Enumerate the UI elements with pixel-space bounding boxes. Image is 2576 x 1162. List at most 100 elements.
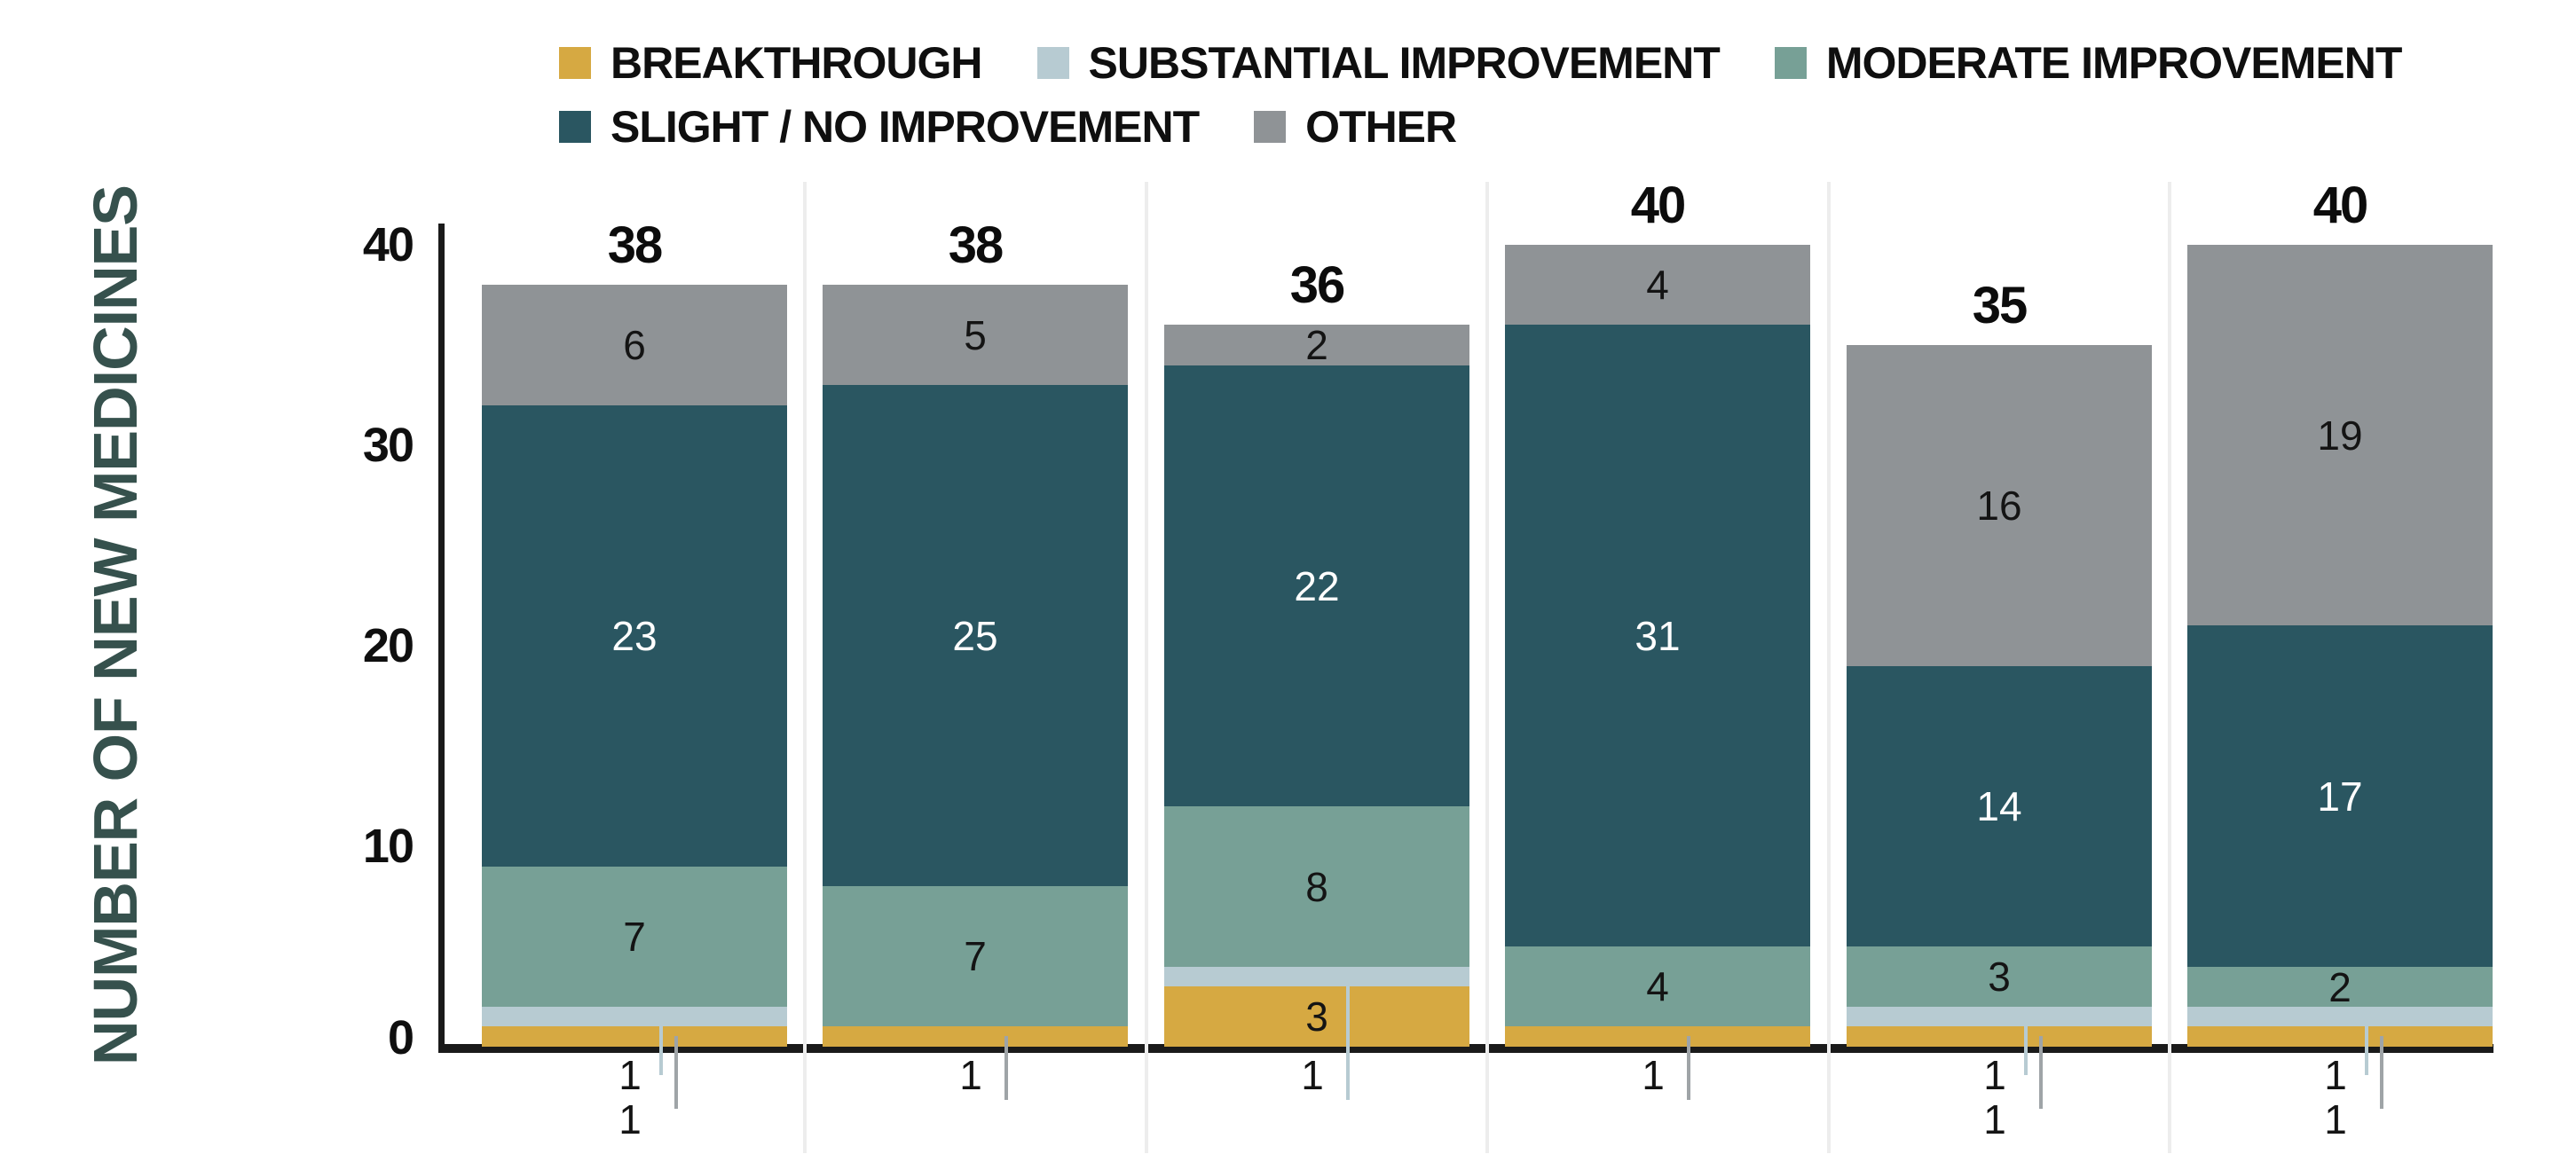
segment-value-label: 25 xyxy=(952,612,998,659)
x-axis-line xyxy=(438,1044,2493,1053)
segment-value-label: 2 xyxy=(2328,963,2351,1010)
segment-value-label: 2 xyxy=(1305,322,1328,368)
segment-value-label: 3 xyxy=(1988,954,2011,1000)
leader-line-breakthrough xyxy=(674,1036,678,1109)
segment-moderate-improvement: 7 xyxy=(482,867,787,1007)
y-tick-10: 10 xyxy=(362,820,414,873)
segment-substantial-improvement xyxy=(2187,1007,2493,1026)
bar-separator xyxy=(1145,182,1148,1153)
segment-value-label: 7 xyxy=(623,914,646,960)
callout-label-substantial: 1 xyxy=(1983,1052,2006,1098)
legend-item-moderate-improvement: MODERATE IMPROVEMENT xyxy=(1774,37,2403,89)
segment-value-label: 4 xyxy=(1646,963,1669,1009)
callout-label-substantial: 1 xyxy=(618,1052,642,1098)
bar-total-label: 38 xyxy=(607,216,664,274)
segment-slight-no-improvement: 22 xyxy=(1164,365,1469,806)
legend-swatch-icon xyxy=(559,47,591,79)
legend-label: OTHER xyxy=(1305,102,1457,152)
segment-value-label: 4 xyxy=(1646,262,1669,308)
y-tick-40: 40 xyxy=(362,218,414,271)
segment-moderate-improvement: 8 xyxy=(1164,806,1469,967)
segment-value-label: 17 xyxy=(2317,773,2363,820)
leader-line-breakthrough xyxy=(1687,1036,1690,1100)
segment-slight-no-improvement: 17 xyxy=(2187,625,2493,967)
legend-label: SLIGHT / NO IMPROVEMENT xyxy=(611,102,1200,152)
callout-label-breakthrough: 1 xyxy=(618,1096,642,1142)
segment-moderate-improvement: 3 xyxy=(1847,946,2152,1007)
segment-other: 5 xyxy=(823,285,1128,385)
bar-separator xyxy=(803,182,807,1153)
legend-swatch-icon xyxy=(1254,111,1287,143)
segment-value-label: 8 xyxy=(1305,863,1328,910)
segment-slight-no-improvement: 14 xyxy=(1847,666,2152,946)
segment-breakthrough: 3 xyxy=(1164,986,1469,1047)
segment-value-label: 14 xyxy=(1976,783,2022,829)
chart-legend: BREAKTHROUGH SUBSTANTIAL IMPROVEMENT MODER… xyxy=(559,35,2403,154)
segment-breakthrough xyxy=(1505,1026,1810,1047)
bar-separator xyxy=(1827,182,1831,1153)
bar-total-label: 38 xyxy=(948,216,1004,274)
legend-item-substantial-improvement: SUBSTANTIAL IMPROVEMENT xyxy=(1036,37,1721,89)
segment-value-label: 23 xyxy=(611,613,658,659)
segment-substantial-improvement xyxy=(1164,967,1469,986)
legend-label: BREAKTHROUGH xyxy=(611,38,983,88)
segment-value-label: 5 xyxy=(964,311,987,358)
segment-substantial-improvement xyxy=(1847,1007,2152,1026)
segment-breakthrough xyxy=(1847,1026,2152,1047)
leader-line-breakthrough xyxy=(2039,1036,2043,1109)
leader-line-substantial xyxy=(2024,1026,2028,1075)
leader-line-breakthrough xyxy=(1004,1036,1008,1100)
callout-label-substantial: 1 xyxy=(1301,1052,1324,1098)
y-tick-0: 0 xyxy=(387,1011,414,1064)
segment-other: 4 xyxy=(1505,245,1810,325)
bar-separator xyxy=(2168,182,2171,1153)
segment-moderate-improvement: 7 xyxy=(823,886,1128,1026)
bar-total-label: 40 xyxy=(1630,177,1687,234)
bar-separator xyxy=(1485,182,1489,1153)
y-tick-30: 30 xyxy=(362,419,414,472)
legend-swatch-icon xyxy=(559,111,591,143)
segment-value-label: 3 xyxy=(1305,993,1328,1040)
callout-label-substantial: 1 xyxy=(2324,1052,2347,1098)
legend-item-breakthrough: BREAKTHROUGH xyxy=(559,37,983,89)
leader-line-substantial xyxy=(2365,1026,2368,1075)
segment-moderate-improvement: 4 xyxy=(1505,946,1810,1026)
segment-value-label: 19 xyxy=(2317,412,2363,459)
segment-value-label: 16 xyxy=(1976,483,2022,529)
segment-slight-no-improvement: 31 xyxy=(1505,325,1810,946)
segment-other: 2 xyxy=(1164,322,1469,368)
segment-breakthrough xyxy=(823,1026,1128,1047)
segment-value-label: 7 xyxy=(964,933,987,979)
legend-swatch-icon xyxy=(1774,47,1807,79)
segment-other: 16 xyxy=(1847,345,2152,666)
legend-swatch-icon xyxy=(1036,47,1069,79)
y-axis-line xyxy=(438,224,445,1053)
segment-value-label: 22 xyxy=(1294,562,1340,609)
bar-total-label: 40 xyxy=(2312,177,2369,234)
segment-value-label: 31 xyxy=(1635,612,1681,659)
callout-label-breakthrough: 1 xyxy=(2324,1096,2347,1142)
leader-line-substantial xyxy=(659,1026,663,1075)
segment-value-label: 6 xyxy=(623,322,646,368)
bar-total-label: 36 xyxy=(1289,256,1346,314)
bar-total-label: 35 xyxy=(1972,277,2029,334)
segment-breakthrough xyxy=(482,1026,787,1047)
legend-item-slight-no-improvement: SLIGHT / NO IMPROVEMENT xyxy=(559,101,1200,153)
legend-label: MODERATE IMPROVEMENT xyxy=(1825,38,2403,88)
callout-label-breakthrough: 1 xyxy=(1983,1096,2006,1142)
segment-slight-no-improvement: 23 xyxy=(482,405,787,867)
segment-moderate-improvement: 2 xyxy=(2187,963,2493,1010)
segment-slight-no-improvement: 25 xyxy=(823,385,1128,886)
segment-breakthrough xyxy=(2187,1026,2493,1047)
segment-substantial-improvement xyxy=(482,1007,787,1026)
callout-label-breakthrough: 1 xyxy=(1642,1052,1665,1098)
leader-line-breakthrough xyxy=(2380,1036,2383,1109)
y-tick-20: 20 xyxy=(362,619,414,672)
legend-item-other: OTHER xyxy=(1254,101,1457,153)
callout-label-breakthrough: 1 xyxy=(959,1052,982,1098)
y-axis-title: NUMBER OF NEW MEDICINES xyxy=(81,185,150,1065)
segment-other: 6 xyxy=(482,285,787,405)
segment-other: 19 xyxy=(2187,245,2493,625)
legend-row-2: SLIGHT / NO IMPROVEMENT OTHER xyxy=(559,99,2401,154)
